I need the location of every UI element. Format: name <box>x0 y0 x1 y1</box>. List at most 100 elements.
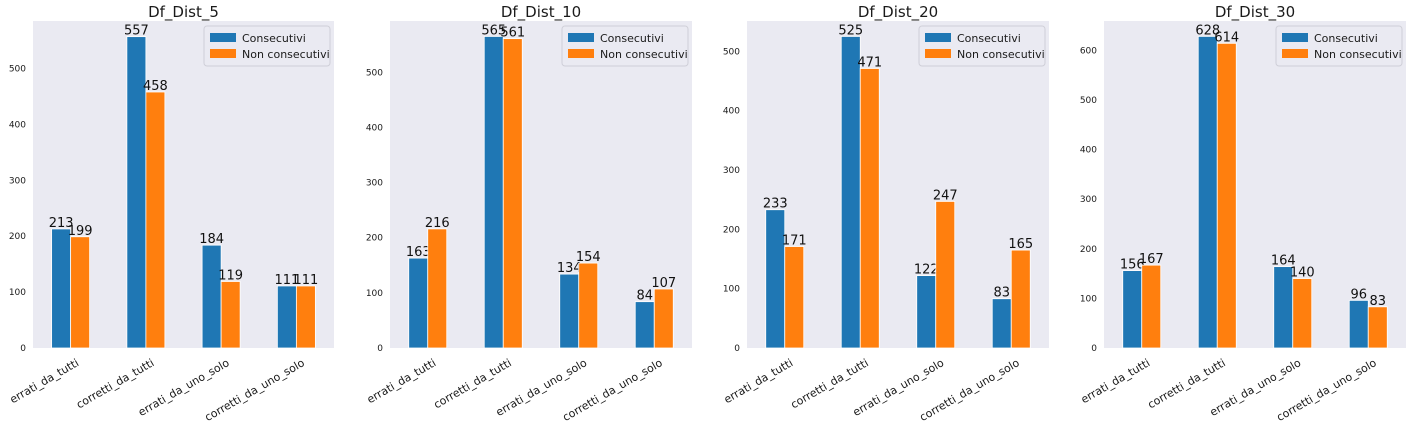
data-label: 107 <box>651 276 676 291</box>
chart-title: Df_Dist_10 <box>501 3 581 22</box>
bar-consecutivi <box>991 298 1012 349</box>
data-label: 122 <box>914 263 939 278</box>
data-label: 165 <box>1008 237 1033 252</box>
y-tick-label: 100 <box>9 288 26 298</box>
bar-consecutivi <box>276 285 297 349</box>
y-tick-label: 100 <box>1080 294 1097 304</box>
y-tick-label: 300 <box>1080 195 1097 205</box>
bar-consecutivi <box>765 209 786 349</box>
legend-swatch-consecutivi <box>925 33 951 42</box>
bar-consecutivi <box>634 301 655 349</box>
legend-label: Consecutivi <box>242 32 306 45</box>
data-label: 458 <box>143 79 168 94</box>
y-tick-label: 300 <box>9 176 26 186</box>
chart-title: Df_Dist_20 <box>858 3 938 22</box>
data-label: 154 <box>576 250 601 265</box>
y-tick-label: 200 <box>1080 245 1097 255</box>
y-tick-label: 400 <box>366 123 383 133</box>
bar-non-consecutivi <box>220 281 241 349</box>
data-label: 83 <box>993 286 1010 301</box>
legend: Consecutivi Non consecutivi <box>1275 25 1403 67</box>
y-tick-label: 500 <box>366 68 383 78</box>
bar-non-consecutivi <box>70 236 91 349</box>
bar-non-consecutivi <box>653 288 674 349</box>
y-tick-label: 0 <box>1091 344 1097 354</box>
y-tick-label: 500 <box>9 65 26 75</box>
y-tick-label: 300 <box>366 179 383 189</box>
bar-non-consecutivi <box>145 91 166 349</box>
legend-swatch-non-consecutivi <box>925 49 951 58</box>
bar-consecutivi <box>408 257 429 349</box>
data-label: 247 <box>933 188 958 203</box>
y-tick-label: 200 <box>723 225 740 235</box>
legend: Consecutivi Non consecutivi <box>918 25 1046 67</box>
chart-title: Df_Dist_30 <box>1215 3 1295 22</box>
y-tick-label: 300 <box>723 166 740 176</box>
legend-swatch-consecutivi <box>568 33 594 42</box>
data-label: 140 <box>1290 266 1315 281</box>
y-tick-label: 600 <box>1080 46 1097 56</box>
bar-consecutivi <box>840 36 861 349</box>
data-label: 525 <box>838 23 863 38</box>
bar-non-consecutivi <box>295 285 316 349</box>
bar-consecutivi <box>559 273 580 349</box>
data-label: 199 <box>68 224 93 239</box>
data-label: 96 <box>1350 287 1367 302</box>
legend-swatch-non-consecutivi <box>210 49 236 58</box>
y-tick-label: 100 <box>366 289 383 299</box>
y-tick-label: 0 <box>734 344 740 354</box>
legend-swatch-consecutivi <box>210 33 236 42</box>
x-tick-label: errati_da_tutti <box>722 356 796 406</box>
bar-non-consecutivi <box>1367 306 1388 349</box>
data-label: 167 <box>1139 252 1164 267</box>
y-tick-label: 500 <box>723 47 740 57</box>
data-label: 557 <box>124 24 149 39</box>
bar-non-consecutivi <box>935 201 956 349</box>
data-label: 171 <box>782 234 807 249</box>
legend: Consecutivi Non consecutivi <box>561 25 689 67</box>
data-label: 83 <box>1369 294 1386 309</box>
bar-consecutivi <box>916 275 937 349</box>
bar-non-consecutivi <box>1216 42 1237 349</box>
y-tick-label: 400 <box>9 120 26 130</box>
chart-panel: Df_Dist_10 0 100 200 300 400 500 163 216 errati_d… <box>365 3 692 424</box>
data-label: 156 <box>1120 258 1145 273</box>
legend-label: Consecutivi <box>1314 32 1378 45</box>
chart-title: Df_Dist_5 <box>148 3 219 22</box>
bar-non-consecutivi <box>502 38 523 349</box>
legend-swatch-non-consecutivi <box>568 49 594 58</box>
legend-swatch-consecutivi <box>1282 33 1308 42</box>
data-label: 216 <box>425 216 450 231</box>
data-label: 163 <box>406 245 431 260</box>
data-label: 111 <box>274 273 299 288</box>
data-label: 628 <box>1195 23 1220 38</box>
bar-non-consecutivi <box>427 228 448 349</box>
legend-label: Non consecutivi <box>600 48 688 61</box>
bar-consecutivi <box>1348 299 1369 349</box>
y-tick-label: 100 <box>723 285 740 295</box>
legend-label: Consecutivi <box>600 32 664 45</box>
legend-label: Non consecutivi <box>1314 48 1402 61</box>
bar-non-consecutivi <box>784 246 805 349</box>
legend-label: Non consecutivi <box>242 48 330 61</box>
bar-non-consecutivi <box>1141 264 1162 349</box>
y-tick-label: 500 <box>1080 96 1097 106</box>
bar-non-consecutivi <box>578 262 599 349</box>
x-tick-label: errati_da_tutti <box>365 356 439 406</box>
bar-consecutivi <box>51 228 72 349</box>
data-label: 561 <box>500 26 525 41</box>
data-label: 213 <box>49 216 74 231</box>
bar-consecutivi <box>1122 270 1143 349</box>
data-label: 111 <box>293 273 318 288</box>
bar-consecutivi <box>201 244 222 349</box>
x-tick-label: errati_da_tutti <box>1079 356 1153 406</box>
y-tick-label: 200 <box>9 232 26 242</box>
y-tick-label: 400 <box>723 107 740 117</box>
y-tick-label: 400 <box>1080 146 1097 156</box>
y-tick-label: 0 <box>377 344 383 354</box>
y-tick-label: 200 <box>366 234 383 244</box>
